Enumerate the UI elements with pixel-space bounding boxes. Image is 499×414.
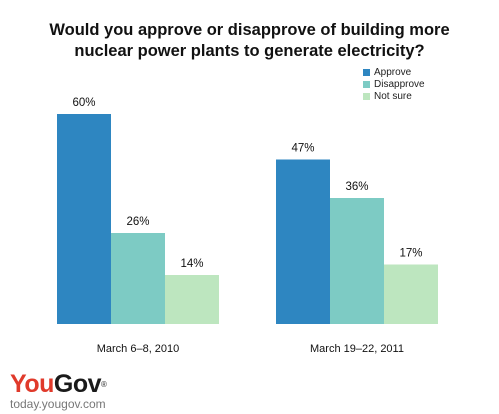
legend-item-approve: Approve	[363, 66, 425, 78]
legend-item-not-sure: Not sure	[363, 90, 425, 102]
legend-label-approve: Approve	[374, 66, 412, 78]
logo-gov-text: Gov	[53, 370, 102, 398]
data-label-approve-2: 47%	[291, 143, 314, 155]
legend-label-disapprove: Disapprove	[374, 78, 425, 90]
logo-registered-mark: ®	[101, 380, 107, 389]
legend-swatch-disapprove	[363, 80, 370, 88]
bar-not-sure-1	[165, 275, 219, 324]
legend-swatch-approve	[363, 68, 370, 76]
yougov-logo[interactable]: YouGov®	[10, 370, 107, 398]
chart-title: Would you approve or disapprove of build…	[0, 20, 499, 62]
chart-title-line-1: Would you approve or disapprove of build…	[49, 21, 450, 39]
data-label-approve-1: 60%	[72, 97, 95, 109]
site-url[interactable]: today.yougov.com	[10, 397, 106, 411]
logo-you-text: You	[10, 370, 54, 398]
bar-not-sure-2	[384, 264, 438, 324]
legend-swatch-not-sure	[363, 92, 370, 100]
chart-title-line-2: nuclear power plants to generate electri…	[74, 42, 425, 60]
legend-label-not-sure: Not sure	[374, 90, 412, 102]
data-label-not-sure-1: 14%	[180, 258, 203, 270]
bar-disapprove-1	[111, 233, 165, 324]
data-label-not-sure-2: 17%	[399, 248, 422, 260]
category-label-1: March 6–8, 2010	[97, 343, 180, 355]
data-label-disapprove-2: 36%	[345, 181, 368, 193]
category-label-2: March 19–22, 2011	[310, 343, 404, 355]
data-label-disapprove-1: 26%	[126, 216, 149, 228]
bar-approve-1	[57, 114, 111, 324]
legend-item-disapprove: Disapprove	[363, 78, 425, 90]
bar-disapprove-2	[330, 198, 384, 324]
bar-approve-2	[276, 159, 330, 324]
legend: Approve Disapprove Not sure	[363, 66, 425, 102]
